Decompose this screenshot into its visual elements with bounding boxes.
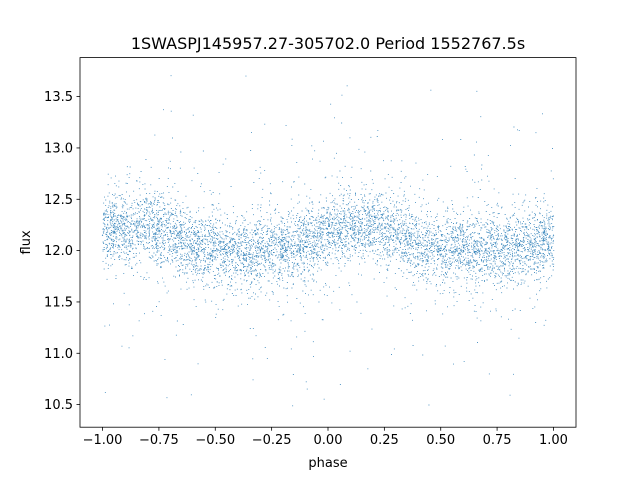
scatter-point: [507, 248, 509, 250]
x-tick-label: 1.00: [539, 433, 568, 448]
scatter-point: [180, 237, 183, 239]
scatter-point: [214, 250, 216, 252]
scatter-point-cloud: [102, 75, 555, 407]
y-tick-label: 13.0: [44, 141, 73, 156]
scatter-point: [349, 227, 352, 229]
scatter-point: [440, 250, 442, 252]
scatter-point: [496, 250, 498, 252]
scatter-point: [158, 229, 160, 231]
scatter-point: [473, 252, 476, 254]
scatter-point: [338, 229, 340, 231]
scatter-point: [293, 244, 295, 247]
y-tick-label: 11.0: [44, 347, 73, 362]
scatter-point: [406, 237, 408, 239]
y-tick-label: 11.5: [44, 295, 73, 310]
x-axis-ticks: −1.00 −0.75 −0.50 −0.25 0.00 0.25 0.50 0.75 1.00: [83, 427, 568, 448]
scatter-point: [248, 252, 250, 254]
x-tick-label: 0.00: [314, 433, 343, 448]
scatter-point: [237, 250, 239, 252]
scatter-point: [552, 234, 555, 236]
scatter-point: [225, 252, 228, 254]
scatter-point: [271, 250, 273, 252]
scatter-point: [462, 250, 464, 252]
scatter-point: [327, 234, 329, 236]
x-tick-label: −0.75: [139, 433, 179, 448]
x-tick-label: 0.25: [370, 433, 399, 448]
chart-title: 1SWASPJ145957.27-305702.0 Period 1552767…: [131, 34, 525, 53]
scatter-point: [203, 248, 205, 250]
x-axis-label: phase: [308, 456, 347, 471]
scatter-point: [451, 252, 453, 254]
scatter-point: [519, 244, 521, 247]
y-tick-label: 12.0: [44, 244, 73, 259]
scatter-point: [372, 224, 374, 226]
scatter-point: [428, 248, 431, 250]
scatter-point: [101, 234, 104, 236]
scatter-point: [147, 224, 149, 226]
scatter-point: [383, 227, 385, 229]
data-points: [101, 75, 555, 407]
scatter-point: [259, 250, 261, 252]
scatter-point: [417, 244, 419, 247]
y-tick-label: 10.5: [44, 398, 73, 413]
scatter-point: [124, 229, 126, 231]
y-tick-label: 12.5: [44, 193, 73, 208]
scatter-point: [316, 239, 318, 241]
scatter-point: [282, 248, 284, 250]
scatter-point: [361, 229, 363, 231]
y-axis-label: flux: [19, 230, 34, 254]
scatter-point: [135, 227, 137, 229]
scatter-point: [395, 229, 397, 231]
scatter-point: [113, 224, 115, 226]
x-tick-label: 0.50: [426, 433, 455, 448]
x-tick-label: 0.75: [483, 433, 512, 448]
y-axis-ticks: 10.5 11.0 11.5 12.0 12.5 13.0 13.5: [44, 90, 80, 413]
y-tick-label: 13.5: [44, 90, 73, 105]
scatter-point: [304, 241, 307, 243]
scatter-point: [530, 241, 532, 243]
x-tick-label: −0.25: [252, 433, 292, 448]
scatter-point: [541, 239, 543, 241]
x-tick-label: −0.50: [195, 433, 235, 448]
x-tick-label: −1.00: [83, 433, 123, 448]
scatter-point: [169, 231, 171, 233]
scatter-point: [192, 244, 194, 247]
scatter-point: [485, 250, 487, 252]
